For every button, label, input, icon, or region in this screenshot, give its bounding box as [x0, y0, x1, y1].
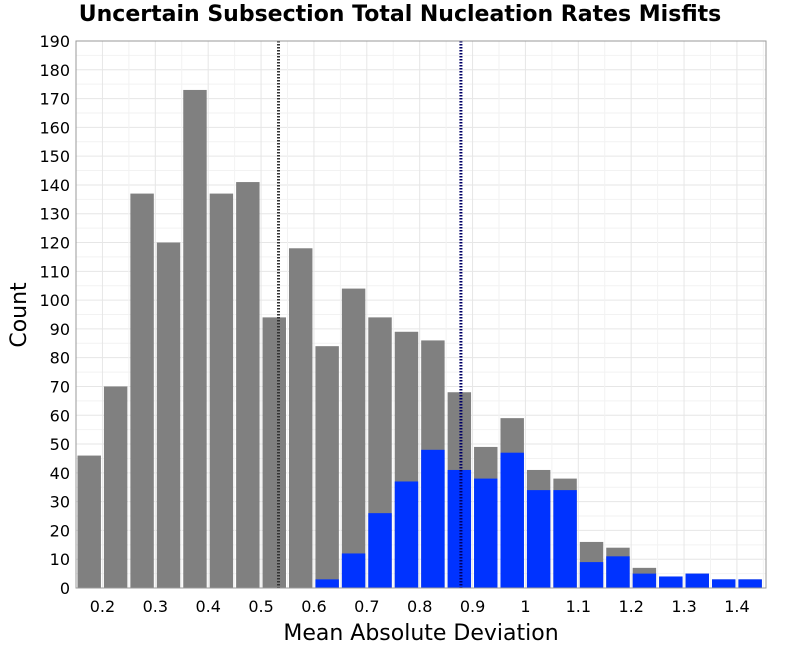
bar-total — [262, 317, 286, 588]
bar-total — [288, 248, 313, 588]
x-tick-label: 0.4 — [195, 597, 220, 616]
y-tick-label: 130 — [39, 205, 70, 224]
x-tick-label: 1.2 — [618, 597, 643, 616]
x-tick-label: 0.8 — [407, 597, 432, 616]
x-tick-label: 1 — [520, 597, 530, 616]
bar-total — [103, 386, 128, 588]
y-tick-label: 20 — [50, 521, 70, 540]
bars — [77, 89, 762, 589]
x-tick-label: 1.4 — [724, 597, 749, 616]
bar-total — [130, 193, 154, 588]
bar-subset — [447, 469, 472, 588]
bar-subset — [738, 579, 762, 588]
x-tick-label: 1.1 — [566, 597, 591, 616]
x-tick-label: 0.9 — [460, 597, 485, 616]
bar-total — [183, 89, 207, 588]
y-tick-label: 190 — [39, 32, 70, 51]
bar-subset — [579, 562, 604, 588]
y-tick-label: 160 — [39, 118, 70, 137]
bar-subset — [526, 490, 551, 588]
y-tick-label: 120 — [39, 234, 70, 253]
y-tick-label: 10 — [50, 550, 70, 569]
bar-subset — [341, 553, 366, 588]
bar-subset — [685, 573, 709, 588]
x-tick-label: 0.6 — [301, 597, 326, 616]
bar-subset — [606, 556, 630, 588]
x-tick-label: 0.3 — [143, 597, 168, 616]
bar-subset — [632, 573, 657, 588]
reference-lines — [277, 41, 463, 588]
y-tick-label: 70 — [50, 377, 70, 396]
y-tick-label: 60 — [50, 406, 70, 425]
y-tick-label: 30 — [50, 493, 70, 512]
y-tick-label: 140 — [39, 176, 70, 195]
y-tick-label: 90 — [50, 320, 70, 339]
bar-total — [77, 455, 101, 588]
plot-border — [75, 40, 767, 589]
bar-subset — [659, 576, 683, 588]
bar-subset — [711, 579, 736, 588]
y-tick-label: 150 — [39, 147, 70, 166]
bar-total — [315, 346, 339, 588]
axes: 0 10 20 30 40 50 60 70 80 90 100 110 120 130 140 150 160… — [39, 32, 767, 616]
x-axis-label: Mean Absolute Deviation — [283, 621, 558, 646]
bar-total — [341, 288, 366, 588]
y-tick-label: 170 — [39, 90, 70, 109]
y-tick-label: 80 — [50, 349, 70, 368]
bar-subset — [500, 452, 524, 588]
x-tick-label: 0.2 — [90, 597, 115, 616]
x-tick-label: 1.3 — [671, 597, 696, 616]
bar-subset — [421, 449, 445, 588]
chart-title: Uncertain Subsection Total Nucleation Ra… — [78, 2, 722, 27]
x-tick-label: 0.5 — [248, 597, 273, 616]
y-axis-label: Count — [7, 282, 32, 348]
y-tick-label: 110 — [39, 262, 70, 281]
bar-total — [209, 193, 234, 588]
y-tick-label: 0 — [60, 579, 70, 598]
bar-subset — [474, 478, 498, 588]
y-tick-label: 50 — [50, 435, 70, 454]
bar-total — [156, 242, 181, 589]
bar-subset — [315, 579, 339, 588]
x-tick-label: 0.7 — [354, 597, 379, 616]
bar-subset — [368, 513, 392, 588]
y-tick-label: 180 — [39, 61, 70, 80]
bar-subset — [394, 481, 419, 588]
y-tick-label: 40 — [50, 464, 70, 483]
bar-total — [236, 182, 260, 588]
y-tick-label: 100 — [39, 291, 70, 310]
bar-subset — [553, 490, 577, 588]
